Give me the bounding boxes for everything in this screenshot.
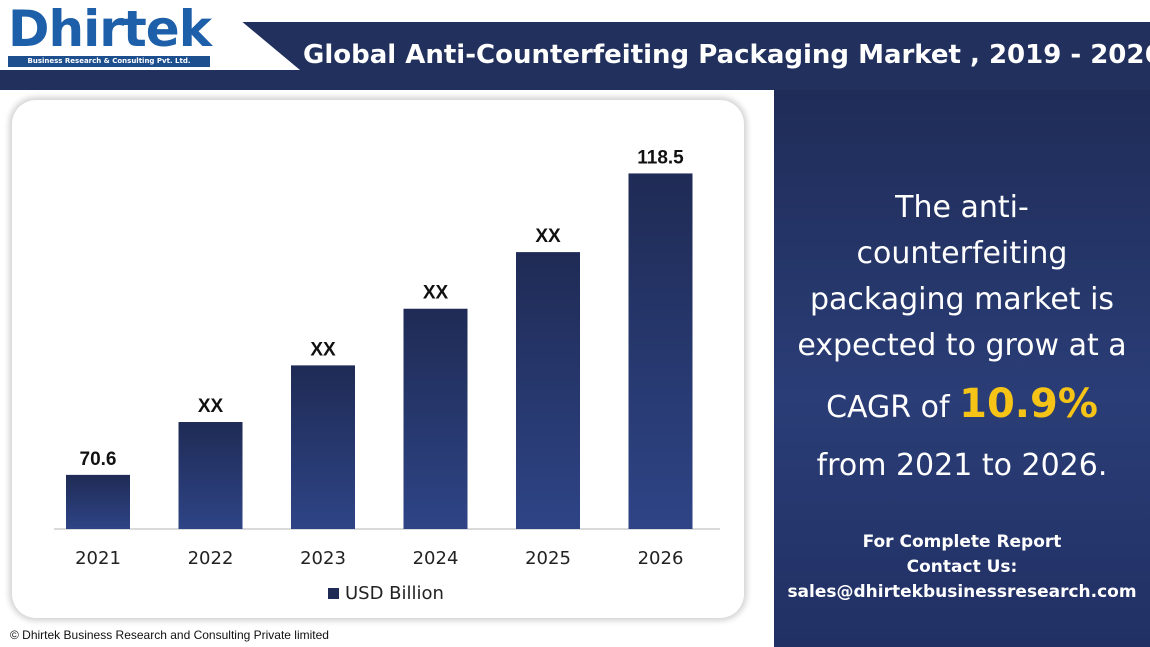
statement-line: expected to grow at a [797,328,1127,363]
x-tick-label-2022: 2022 [188,548,234,569]
copyright: © Dhirtek Business Research and Consulti… [10,628,329,642]
x-tick-label-2023: 2023 [300,548,346,569]
x-tick-label-2021: 2021 [75,548,121,569]
bar-2024 [403,308,468,529]
cagr-line: CAGR of 10.9% [786,369,1138,443]
logo-panel: Dhirtek Business Research & Consulting P… [0,0,300,70]
data-label-2021: 70.6 [80,449,117,470]
cagr-prefix: CAGR of [826,390,950,425]
logo-subtitle: Business Research & Consulting Pvt. Ltd. [8,56,210,67]
statement-line: The anti- [895,190,1029,225]
bar-2025 [516,252,580,529]
contact-block: For Complete Report Contact Us: sales@dh… [786,530,1138,605]
legend-label: USD Billion [345,583,444,604]
data-label-2025: XX [535,226,561,247]
bar-2021 [66,474,130,529]
logo: Dhirtek [8,0,212,58]
x-tick-label-2025: 2025 [525,548,571,569]
info-panel: The anti- counterfeiting packaging marke… [774,90,1150,647]
data-label-2026: 118.5 [637,147,684,168]
data-label-2023: XX [310,339,336,360]
x-tick-label-2024: 2024 [413,548,459,569]
legend-swatch [328,588,339,599]
statement-line: packaging market is [809,282,1115,317]
cagr-value: 10.9% [959,381,1098,427]
chart-card: 70.6 2021 XX 2022 XX 2023 XX 2024 XX 2025 118.5 202… [12,100,744,618]
bar-chart: 70.6 2021 XX 2022 XX 2023 XX 2024 XX 2025 118.5 202… [54,147,720,604]
cagr-statement: The anti- counterfeiting packaging marke… [786,185,1138,489]
contact-heading: For Complete Report [862,532,1062,552]
x-tick-label-2026: 2026 [638,548,684,569]
page-title: Global Anti-Counterfeiting Packaging Mar… [303,40,1150,70]
statement-line: counterfeiting [856,236,1068,271]
bar-2026 [628,173,693,530]
bar-2022 [178,422,243,529]
contact-label: Contact Us: [906,557,1018,577]
contact-email[interactable]: sales@dhirtekbusinessresearch.com [787,582,1137,602]
data-label-2022: XX [198,396,224,417]
data-label-2024: XX [423,283,449,304]
bar-2023 [291,365,355,529]
statement-line: from 2021 to 2026. [816,448,1108,483]
